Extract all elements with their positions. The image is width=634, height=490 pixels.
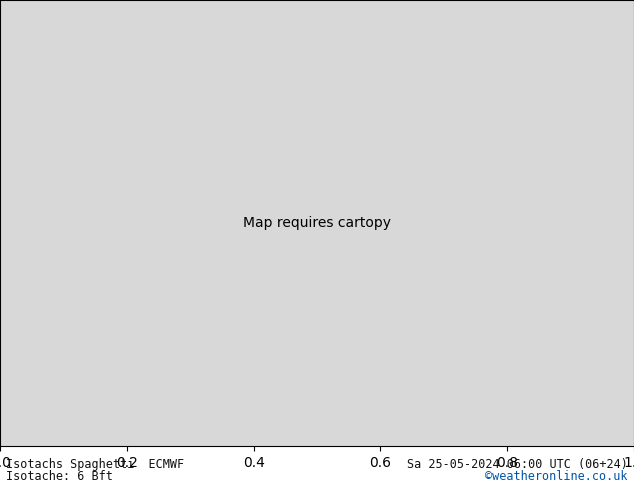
Text: Isotache: 6 Bft: Isotache: 6 Bft	[6, 470, 113, 483]
Text: Map requires cartopy: Map requires cartopy	[243, 216, 391, 230]
Text: Sa 25-05-2024 06:00 UTC (06+24): Sa 25-05-2024 06:00 UTC (06+24)	[407, 458, 628, 471]
Text: ©weatheronline.co.uk: ©weatheronline.co.uk	[485, 470, 628, 483]
Text: Isotachs Spaghetti  ECMWF: Isotachs Spaghetti ECMWF	[6, 458, 184, 471]
